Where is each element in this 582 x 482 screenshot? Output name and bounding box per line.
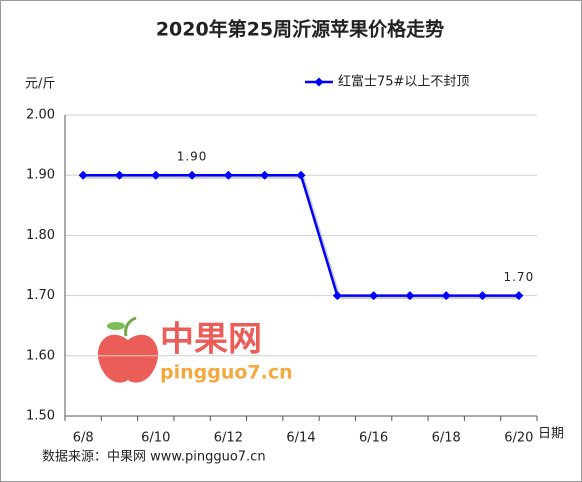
x-axis-label: 日期 [538,427,564,442]
y-tick-label: 1.70 [26,288,55,303]
marker [223,170,233,180]
watermark-apple [97,334,159,383]
marker [332,291,342,301]
watermark: 中果网 pingguo7.cn [97,316,293,384]
y-axis-label: 元/斤 [25,77,55,92]
x-tick-label: 6/8 [73,431,94,446]
value-label: 1.90 [177,150,208,164]
marker [114,170,124,180]
source: 数据来源：中果网 www.pingguo7.cn [42,450,266,465]
x-tick-label: 6/16 [359,431,388,446]
x-tick-label: 6/18 [432,431,461,446]
marker [405,291,415,301]
marker [296,170,306,180]
y-tick-label: 1.60 [26,348,55,363]
y-tick-label: 2.00 [26,108,55,123]
watermark-url: pingguo7.cn [160,362,293,384]
legend-label: 红富士75#以上不封顶 [338,74,469,90]
watermark-name: 中果网 [160,320,262,360]
marker [78,170,88,180]
marker [478,291,488,301]
marker [514,291,524,301]
chart-title: 2020年第25周沂源苹果价格走势 [156,18,444,41]
marker [260,170,270,180]
x-tick-label: 6/14 [286,431,315,446]
marker [369,291,379,301]
y-tick-label: 1.90 [26,168,55,183]
watermark-leaf [107,322,125,330]
legend-marker [314,77,324,87]
watermark-stem [124,316,137,337]
y-tick-label: 1.80 [26,228,55,243]
x-tick-label: 6/20 [504,431,533,446]
value-label: 1.70 [503,270,534,284]
marker [151,170,161,180]
x-tick-label: 6/10 [141,431,170,446]
marker [441,291,451,301]
x-tick-label: 6/12 [214,431,243,446]
y-tick-label: 1.50 [26,409,55,424]
marker [187,170,197,180]
